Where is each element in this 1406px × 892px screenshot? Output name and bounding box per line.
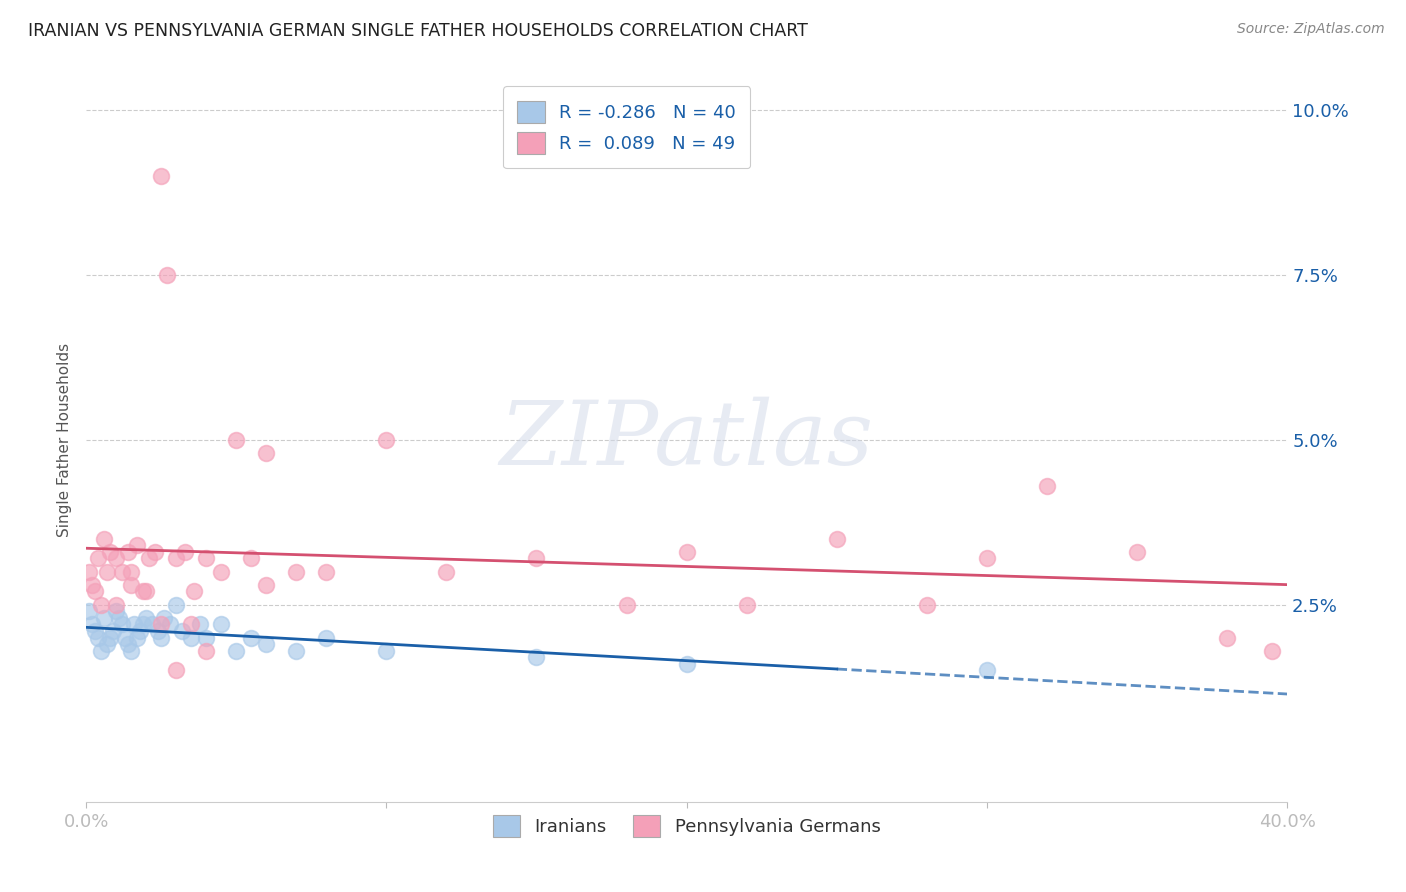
Point: [315, 631, 337, 645]
Point: [150, 617, 173, 632]
Point: [135, 584, 157, 599]
Point: [195, 643, 218, 657]
Point: [96, 637, 118, 651]
Text: Source: ZipAtlas.com: Source: ZipAtlas.com: [1237, 22, 1385, 37]
Point: [915, 598, 938, 612]
Y-axis label: Single Father Households: Single Father Households: [58, 343, 72, 537]
Point: [108, 611, 131, 625]
Point: [825, 532, 848, 546]
Point: [117, 545, 139, 559]
Point: [80, 617, 103, 632]
Point: [436, 565, 458, 579]
Point: [976, 664, 998, 678]
Point: [735, 598, 758, 612]
Point: [111, 617, 134, 632]
Point: [165, 664, 187, 678]
Point: [225, 433, 247, 447]
Point: [105, 598, 128, 612]
Point: [159, 617, 181, 632]
Point: [375, 433, 398, 447]
Point: [132, 617, 155, 632]
Text: ZIPatlas: ZIPatlas: [499, 396, 873, 483]
Point: [180, 631, 202, 645]
Point: [98, 631, 121, 645]
Point: [180, 617, 202, 632]
Legend: Iranians, Pennsylvania Germans: Iranians, Pennsylvania Germans: [485, 807, 889, 844]
Point: [1126, 545, 1149, 559]
Point: [195, 551, 218, 566]
Point: [135, 611, 157, 625]
Point: [84, 584, 107, 599]
Point: [77, 604, 100, 618]
Point: [195, 631, 218, 645]
Point: [526, 650, 548, 665]
Point: [183, 584, 205, 599]
Point: [209, 617, 232, 632]
Point: [254, 637, 277, 651]
Point: [101, 624, 124, 638]
Point: [254, 578, 277, 592]
Point: [254, 446, 277, 460]
Point: [120, 643, 142, 657]
Point: [1036, 479, 1059, 493]
Point: [285, 565, 308, 579]
Point: [143, 545, 166, 559]
Point: [141, 617, 163, 632]
Point: [90, 643, 112, 657]
Point: [675, 545, 697, 559]
Point: [188, 617, 211, 632]
Point: [84, 624, 107, 638]
Point: [122, 617, 145, 632]
Point: [77, 565, 100, 579]
Point: [105, 551, 128, 566]
Point: [153, 611, 176, 625]
Point: [120, 565, 142, 579]
Point: [96, 565, 118, 579]
Point: [146, 624, 169, 638]
Point: [675, 657, 697, 671]
Point: [93, 532, 115, 546]
Point: [80, 578, 103, 592]
Point: [616, 598, 638, 612]
Point: [976, 551, 998, 566]
Point: [90, 598, 112, 612]
Point: [209, 565, 232, 579]
Point: [111, 565, 134, 579]
Point: [240, 551, 263, 566]
Point: [117, 637, 139, 651]
Point: [150, 631, 173, 645]
Point: [526, 551, 548, 566]
Point: [127, 631, 149, 645]
Point: [87, 551, 110, 566]
Point: [156, 268, 179, 282]
Point: [225, 643, 247, 657]
Point: [285, 643, 308, 657]
Point: [165, 598, 187, 612]
Point: [172, 624, 194, 638]
Point: [165, 551, 187, 566]
Point: [105, 604, 128, 618]
Point: [138, 551, 160, 566]
Point: [93, 611, 115, 625]
Point: [132, 584, 155, 599]
Point: [98, 545, 121, 559]
Point: [1216, 631, 1239, 645]
Point: [315, 565, 337, 579]
Point: [240, 631, 263, 645]
Point: [114, 631, 136, 645]
Point: [129, 624, 152, 638]
Point: [150, 169, 173, 184]
Point: [87, 631, 110, 645]
Point: [1261, 643, 1284, 657]
Point: [127, 538, 149, 552]
Point: [174, 545, 197, 559]
Point: [375, 643, 398, 657]
Point: [120, 578, 142, 592]
Text: IRANIAN VS PENNSYLVANIA GERMAN SINGLE FATHER HOUSEHOLDS CORRELATION CHART: IRANIAN VS PENNSYLVANIA GERMAN SINGLE FA…: [28, 22, 808, 40]
